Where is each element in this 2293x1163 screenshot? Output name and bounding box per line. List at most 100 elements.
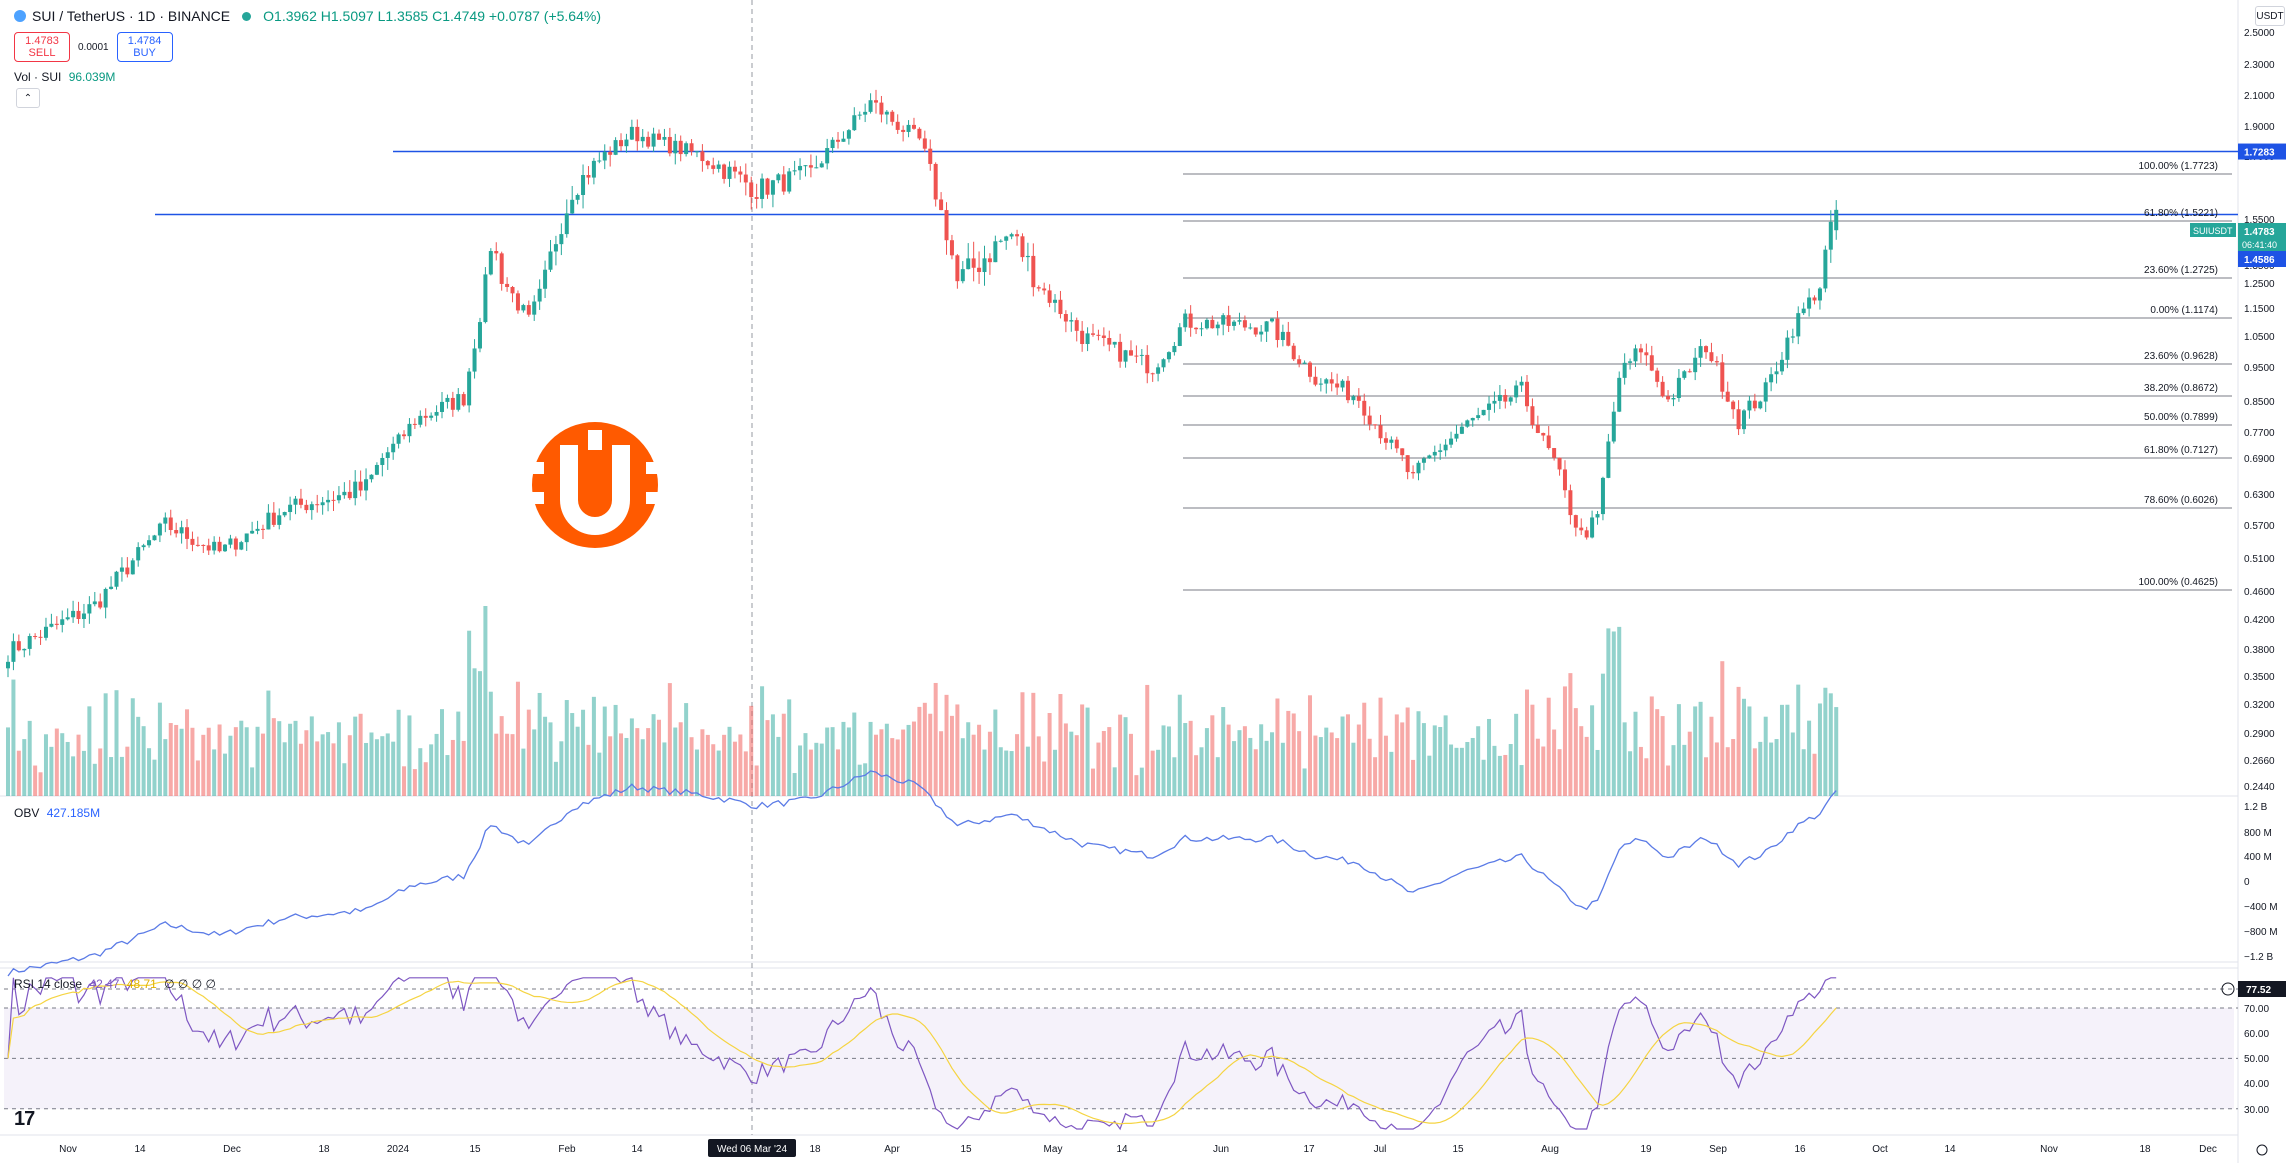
volume-bar	[1725, 747, 1730, 796]
volume-bar	[1763, 716, 1768, 796]
volume-bar	[1112, 767, 1117, 796]
volume-bar	[754, 765, 759, 796]
price-badge-text: 1.4586	[2244, 255, 2275, 266]
candle-body	[114, 571, 119, 587]
volume-bar	[391, 741, 396, 796]
ohlc-values: O1.3962 H1.5097 L1.3585 C1.4749 +0.0787 …	[263, 8, 601, 24]
candle-body	[1622, 362, 1627, 378]
volume-bar	[1449, 744, 1454, 796]
volume-bar	[488, 691, 493, 796]
candle-body	[1557, 457, 1562, 470]
volume-bar	[342, 763, 347, 796]
candle-body	[1280, 331, 1285, 341]
candle-body	[537, 288, 542, 302]
price-tick-label: 2.3000	[2244, 60, 2275, 71]
candle-body	[1020, 236, 1025, 258]
candle-body	[1389, 439, 1394, 443]
candle-body	[282, 512, 287, 516]
volume-bar	[532, 729, 537, 796]
volume-bar	[1758, 741, 1763, 796]
volume-bar	[1704, 757, 1709, 796]
volume-bar	[1286, 710, 1291, 796]
volume-bar	[1340, 716, 1345, 796]
watermark-coin-glyph	[560, 445, 630, 535]
volume-bar	[217, 724, 222, 796]
candle-body	[949, 240, 954, 256]
last-price-text: 1.4783	[2244, 227, 2275, 238]
volume-bar	[993, 709, 998, 796]
candle-body	[1660, 381, 1665, 397]
price-tick-label: 0.9500	[2244, 363, 2275, 374]
volume-bar	[521, 748, 526, 796]
candle-body	[1291, 345, 1296, 360]
volume-bar	[92, 763, 97, 796]
time-tick-label: 15	[469, 1144, 481, 1155]
candle-body	[1329, 379, 1334, 384]
currency-button[interactable]: USDT	[2255, 6, 2285, 26]
volume-bar	[987, 731, 992, 796]
candle-body	[1666, 396, 1671, 400]
candle-body	[1297, 359, 1302, 364]
volume-bar	[792, 773, 797, 796]
volume-bar	[27, 720, 32, 796]
candle-body	[749, 182, 754, 198]
candle-body	[1362, 400, 1367, 416]
volume-bar	[1004, 750, 1009, 796]
add-icon[interactable]	[2221, 982, 2235, 996]
settings-icon[interactable]	[2256, 1144, 2268, 1156]
volume-bar	[1541, 746, 1546, 796]
candle-body	[217, 541, 222, 552]
time-tick-label: 19	[1640, 1144, 1652, 1155]
volume-bar	[1015, 734, 1020, 796]
volume-bar	[483, 606, 488, 796]
time-tick-label: Dec	[223, 1144, 241, 1155]
volume-bar	[1568, 673, 1573, 796]
volume-bar	[1525, 689, 1529, 796]
volume-bar	[1264, 740, 1269, 796]
volume-bar	[228, 735, 233, 796]
candle-body	[1188, 313, 1193, 328]
volume-bar	[179, 728, 184, 796]
candle-body	[694, 151, 699, 153]
collapse-legend-button[interactable]: ⌃	[16, 88, 40, 108]
volume-bar	[1823, 687, 1828, 796]
volume-bar	[1720, 661, 1725, 796]
obv-tick-label: −1.2 B	[2244, 952, 2274, 963]
volume-bar	[651, 714, 656, 796]
candle-body	[711, 165, 716, 169]
volume-bar	[418, 748, 423, 796]
volume-bar	[1644, 758, 1649, 796]
fib-level-label: 38.20% (0.8672)	[2144, 383, 2218, 394]
candle-body	[1302, 362, 1307, 364]
volume-bar	[1329, 732, 1334, 796]
volume-bar	[819, 743, 824, 796]
volume-bar	[1530, 704, 1535, 796]
symbol-title[interactable]: SUI / TetherUS · 1D · BINANCE	[32, 8, 231, 24]
volume-bar	[103, 693, 108, 796]
candle-body	[494, 251, 499, 254]
volume-bar	[949, 715, 954, 796]
volume-bar	[716, 750, 721, 796]
buy-button[interactable]: 1.4784 BUY	[116, 32, 173, 62]
volume-bar	[1101, 730, 1106, 796]
candle-body	[1047, 290, 1052, 303]
candle-body	[819, 163, 824, 168]
candle-body	[331, 499, 336, 501]
rsi-tick-label: 30.00	[2244, 1105, 2269, 1116]
volume-bar	[1313, 735, 1318, 796]
time-tick-label: Dec	[2199, 1144, 2217, 1155]
volume-bar	[1666, 765, 1671, 796]
volume-bar	[1557, 749, 1562, 796]
time-tick-label: 15	[1452, 1144, 1464, 1155]
volume-bar	[141, 726, 146, 796]
candle-body	[1177, 327, 1182, 346]
sell-button[interactable]: 1.4783 SELL	[14, 32, 70, 62]
price-tick-label: 0.5700	[2244, 521, 2275, 532]
volume-bar	[87, 706, 92, 796]
candle-body	[939, 199, 944, 211]
candle-body	[1449, 438, 1454, 445]
candle-body	[1036, 287, 1041, 289]
volume-bar	[147, 748, 152, 796]
candle-body	[998, 240, 1003, 242]
